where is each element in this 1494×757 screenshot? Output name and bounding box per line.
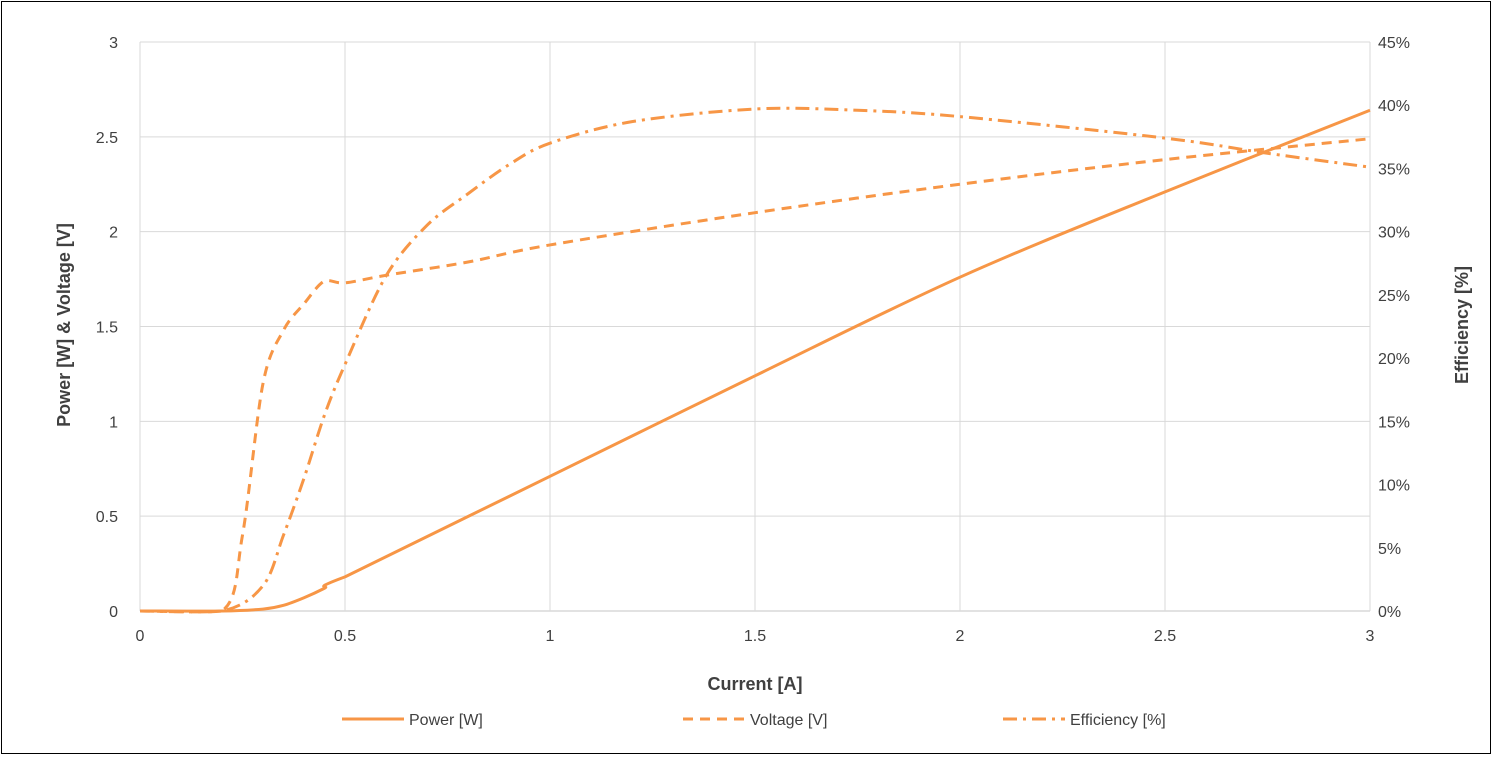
y-tick-label: 0 [109, 604, 118, 621]
x-tick-label: 1.5 [744, 628, 766, 645]
series-lines [139, 106, 1371, 614]
y2-tick-label: 25% [1378, 288, 1410, 305]
x-tick-label: 2.5 [1154, 628, 1176, 645]
legend-item-power: Power [W] [342, 712, 483, 729]
legend-label-voltage: Voltage [V] [750, 712, 827, 729]
legend-label-efficiency: Efficiency [%] [1070, 712, 1166, 729]
y2-tick-label: 35% [1378, 161, 1410, 178]
y-tick-label: 3 [109, 35, 118, 52]
y2-tick-label: 20% [1378, 351, 1410, 368]
y2-tick-label: 45% [1378, 35, 1410, 52]
legend-item-voltage: Voltage [V] [683, 712, 827, 729]
series-line-voltage-v [139, 137, 1371, 614]
x-tick-label: 3 [1366, 628, 1375, 645]
y-tick-label: 1 [109, 414, 118, 431]
y-tick-label: 0.5 [96, 509, 118, 526]
x-tick-label: 1 [546, 628, 555, 645]
y2-tick-label: 0% [1378, 604, 1401, 621]
x-axis-title: Current [A] [708, 674, 803, 694]
y2-axis-title: Efficiency [%] [1452, 266, 1472, 384]
y2-tick-label: 5% [1378, 541, 1401, 558]
series-line-power-w [139, 108, 1371, 613]
y-tick-label: 2.5 [96, 130, 118, 147]
y-tick-label: 1.5 [96, 320, 118, 337]
y2-axis-ticks: 0% 5% 10% 15% 20% 25% 30% 35% 40% 45% [1378, 35, 1410, 621]
legend-item-efficiency: Efficiency [%] [1003, 712, 1166, 729]
x-tick-label: 0.5 [334, 628, 356, 645]
legend: Power [W] Voltage [V] Efficiency [%] [342, 712, 1166, 729]
y2-tick-label: 40% [1378, 98, 1410, 115]
y2-tick-label: 30% [1378, 225, 1410, 242]
y2-tick-label: 15% [1378, 414, 1410, 431]
x-tick-label: 0 [136, 628, 145, 645]
legend-label-power: Power [W] [409, 712, 483, 729]
y-axis-ticks: 0 0.5 1 1.5 2 2.5 3 [96, 35, 118, 621]
x-tick-label: 2 [956, 628, 965, 645]
y-axis-title: Power [W] & Voltage [V] [54, 223, 74, 427]
y-tick-label: 2 [109, 225, 118, 242]
gridlines [139, 41, 1371, 612]
y2-tick-label: 10% [1378, 478, 1410, 495]
x-axis-ticks: 0 0.5 1 1.5 2 2.5 3 [136, 628, 1375, 645]
